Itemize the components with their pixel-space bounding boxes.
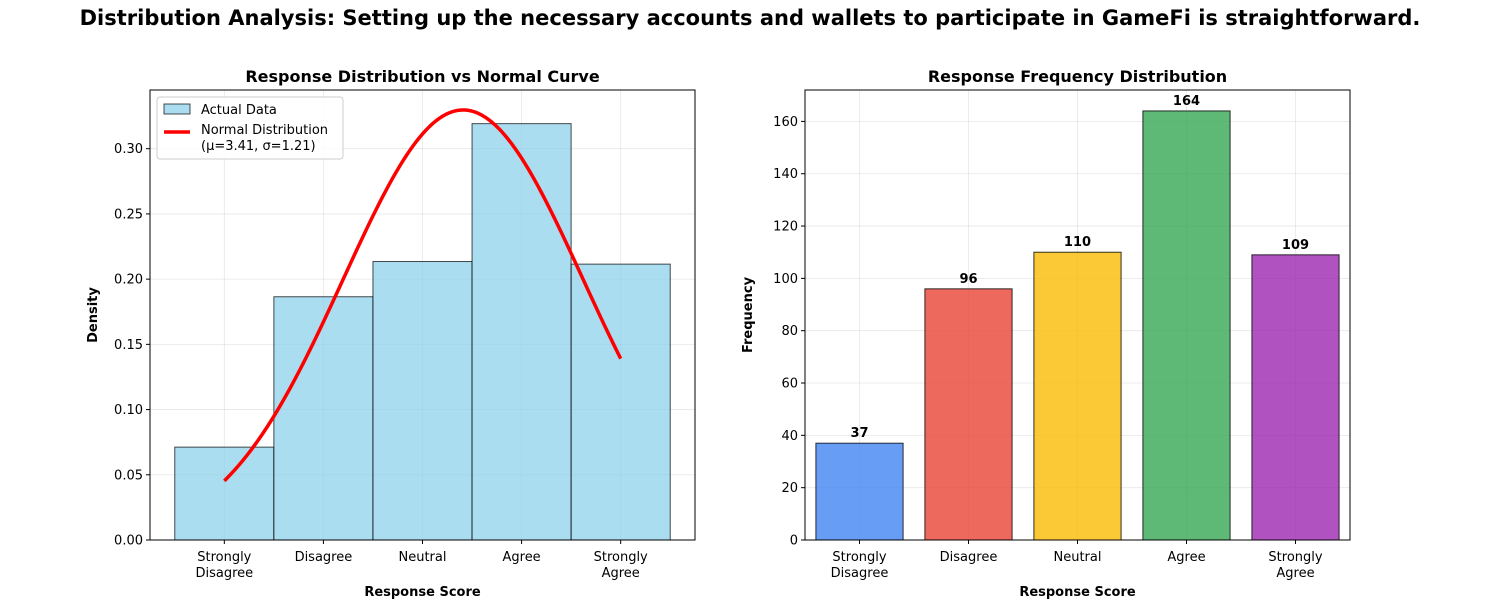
freq-xtick-label: Strongly Disagree [831,550,889,581]
hist-xtick-label: Strongly Agree [594,550,648,581]
freq-ytick-label: 160 [773,115,798,130]
freq-ytick-label: 60 [781,377,798,392]
freq-xtick-label: Agree [1167,550,1205,565]
freq-ytick-label: 120 [773,220,798,235]
freq-y-axis-label: Frequency [741,276,756,353]
hist-ytick-label: 0.30 [114,142,143,157]
hist-ytick-label: 0.25 [114,207,143,222]
hist-y-axis-label: Density [86,287,101,343]
bar-value-label: 96 [959,272,977,287]
frequency-bar [1033,251,1122,541]
freq-ytick-label: 20 [781,481,798,496]
legend-label-normal-distribution: Normal Distribution (μ=3.41, σ=1.21) [201,123,328,154]
legend-label-actual-data: Actual Data [201,103,277,118]
hist-ytick-label: 0.00 [114,534,143,549]
freq-ytick-label: 0 [790,534,798,549]
legend-box [156,96,344,160]
freq-ytick-label: 140 [773,167,798,182]
frequency-bar [1142,110,1231,541]
freq-xtick-label: Disagree [940,550,998,565]
hist-x-axis-label: Response Score [364,585,481,600]
freq-ytick-label: 80 [781,324,798,339]
hist-xtick-label: Strongly Disagree [195,550,253,581]
hist-xtick-label: Neutral [399,550,447,565]
hist-xtick-label: Agree [502,550,540,565]
histogram-bar [273,296,374,541]
histogram-bar [471,123,572,541]
hist-legend: Actual Data Normal Distribution (μ=3.41, σ… [156,96,344,160]
histogram-chart: 0.00 0.05 0.10 0.15 0.20 0.25 0.30 Strongly Disa… [86,67,696,600]
histogram-bar [570,263,671,541]
figure-title: Distribution Analysis: Setting up the ne… [79,6,1421,30]
freq-x-axis-label: Response Score [1019,585,1136,600]
freq-xtick-label: Strongly Agree [1268,550,1322,581]
freq-title: Response Frequency Distribution [928,67,1227,86]
hist-ytick-label: 0.15 [114,338,143,353]
bar-value-label: 37 [850,426,868,441]
hist-ytick-label: 0.10 [114,403,143,418]
freq-ytick-label: 100 [773,272,798,287]
frequency-bar [924,288,1013,541]
frequency-bar [815,442,904,541]
hist-ytick-label: 0.05 [114,468,143,483]
legend-swatch-actual-data [163,103,191,115]
histogram-bar [372,261,473,541]
freq-xtick-label: Neutral [1054,550,1102,565]
hist-ytick-label: 0.20 [114,273,143,288]
freq-ytick-label: 40 [781,429,798,444]
histogram-bar [174,446,275,541]
frequency-bar [1251,254,1340,541]
normal-curve-line [223,108,623,483]
bar-value-label: 109 [1282,238,1309,253]
hist-xtick-label: Disagree [295,550,353,565]
bar-value-label: 110 [1064,235,1091,250]
hist-title: Response Distribution vs Normal Curve [245,67,599,86]
bar-value-label: 164 [1173,94,1200,109]
frequency-bar-chart: 37 96 110 164 109 0 20 40 60 80 100 120 140 160 Strong… [741,67,1351,600]
